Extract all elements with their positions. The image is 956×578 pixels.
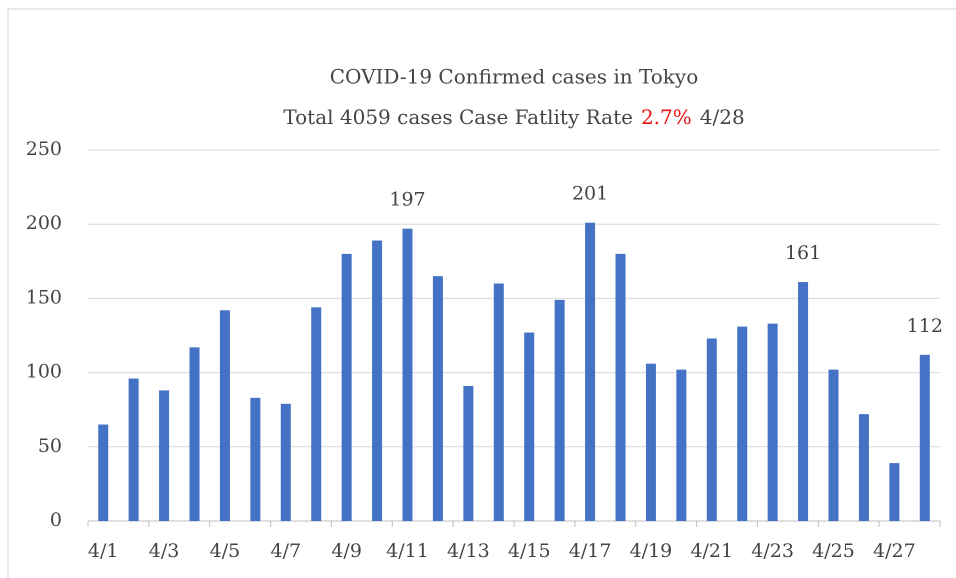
bar — [889, 463, 900, 521]
bar — [128, 378, 139, 521]
bar — [676, 369, 687, 521]
bar — [615, 253, 626, 521]
bar — [767, 323, 778, 521]
data-label: 112 — [907, 315, 943, 337]
x-tick-label: 4/23 — [751, 540, 794, 562]
y-tick-label: 0 — [50, 509, 62, 531]
bar — [585, 222, 596, 521]
data-label: 201 — [572, 183, 608, 205]
data-label: 197 — [389, 189, 425, 211]
bar — [463, 385, 474, 521]
x-tick-label: 4/7 — [270, 540, 301, 562]
y-tick-label: 50 — [38, 435, 62, 457]
bar — [250, 397, 261, 521]
bar — [402, 228, 413, 522]
x-tick-label: 4/17 — [569, 540, 612, 562]
y-tick-label: 100 — [26, 361, 62, 383]
bar — [554, 299, 565, 521]
bar — [858, 414, 869, 521]
bar — [798, 282, 809, 521]
bar — [98, 424, 109, 521]
bar — [372, 240, 383, 522]
bar — [159, 390, 170, 521]
bar — [919, 354, 930, 521]
x-tick-label: 4/5 — [210, 540, 241, 562]
subtitle-part: Total 4059 cases Case Fatlity Rate — [283, 105, 633, 129]
subtitle-part: 2.7% — [641, 105, 692, 129]
bar — [280, 403, 291, 521]
bar — [341, 253, 352, 521]
y-tick-label: 150 — [26, 286, 62, 308]
x-tick-label: 4/15 — [508, 540, 551, 562]
x-tick-label: 4/25 — [812, 540, 855, 562]
bar — [189, 347, 200, 521]
chart-title: COVID-19 Confirmed cases in Tokyo — [330, 65, 699, 89]
x-tick-label: 4/3 — [149, 540, 180, 562]
chart-subtitle: Total 4059 cases Case Fatlity Rate 2.7% 4/… — [283, 105, 744, 129]
bar — [737, 326, 748, 521]
x-tick-label: 4/11 — [386, 540, 429, 562]
subtitle-part: 4/28 — [700, 105, 745, 129]
bar — [645, 363, 656, 521]
bar — [219, 310, 230, 521]
bar — [493, 283, 504, 521]
x-tick-label: 4/27 — [873, 540, 916, 562]
x-tick-label: 4/9 — [331, 540, 362, 562]
bar — [311, 307, 322, 521]
x-tick-label: 4/13 — [447, 540, 490, 562]
bar — [706, 338, 717, 521]
bar — [828, 369, 839, 521]
x-tick-label: 4/19 — [630, 540, 673, 562]
y-tick-label: 250 — [26, 138, 62, 160]
y-tick-label: 200 — [26, 212, 62, 234]
bar — [524, 332, 535, 521]
data-label: 161 — [785, 242, 821, 264]
x-tick-label: 4/21 — [690, 540, 733, 562]
bar — [432, 276, 443, 521]
x-tick-label: 4/1 — [88, 540, 119, 562]
